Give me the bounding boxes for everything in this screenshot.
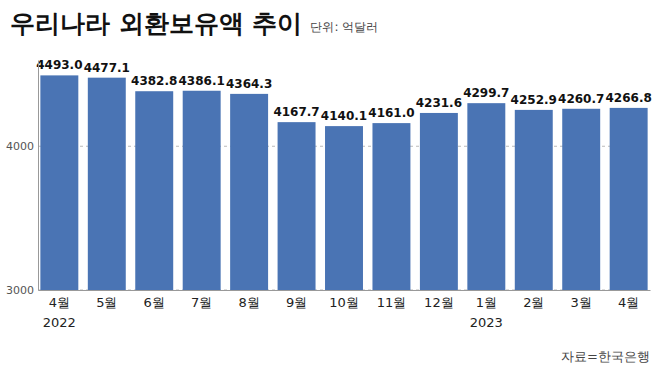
y-tick-label: 4000 xyxy=(6,140,34,153)
x-tick: 1월 2023 xyxy=(470,295,503,330)
x-tick-label: 4월 2022 xyxy=(43,295,76,330)
bar xyxy=(183,91,221,290)
x-tick-label: 10월 xyxy=(329,295,359,310)
data-label: 4382.8 xyxy=(131,74,177,88)
bar xyxy=(467,103,505,290)
x-tick-label: 9월 xyxy=(286,295,307,310)
source: 자료=한국은행 xyxy=(561,349,650,364)
data-label: 4364.3 xyxy=(226,77,272,91)
bar xyxy=(230,94,268,290)
subtitle: 단위: 억달러 xyxy=(310,20,378,34)
bar xyxy=(325,126,363,290)
x-tick-label-line: 2월 xyxy=(523,295,544,310)
bars xyxy=(40,75,647,290)
data-label: 4161.0 xyxy=(368,106,414,120)
x-tick-label: 8월 xyxy=(238,295,259,310)
x-tick-label-line: 7월 xyxy=(191,295,212,310)
title: 우리나라 외환보유액 추이 xyxy=(10,9,302,38)
x-tick-label-line: 12월 xyxy=(424,295,454,310)
data-label: 4140.1 xyxy=(321,109,367,123)
data-label: 4260.7 xyxy=(558,92,604,106)
data-label: 4167.7 xyxy=(273,105,319,119)
x-tick-label: 5월 xyxy=(96,295,117,310)
y-axis: 3000 4000 xyxy=(6,61,39,298)
x-tick: 6월 xyxy=(144,295,165,310)
data-label: 4386.1 xyxy=(179,74,225,88)
x-tick-label: 3월 xyxy=(571,295,592,310)
x-tick: 4월 2022 xyxy=(43,295,76,330)
x-tick-label-line: 11월 xyxy=(377,295,407,310)
x-tick-label: 12월 xyxy=(424,295,454,310)
bar xyxy=(515,110,553,290)
plot: 4493.04477.14382.84386.14364.34167.74140… xyxy=(6,58,652,329)
x-tick-label: 11월 xyxy=(377,295,407,310)
x-tick-label-line: 3월 xyxy=(571,295,592,310)
x-tick-label-line: 6월 xyxy=(144,295,165,310)
x-tick-label-line: 4월 xyxy=(618,295,639,310)
x-tick: 2월 xyxy=(523,295,544,310)
x-tick-label: 6월 xyxy=(144,295,165,310)
x-axis: 4월 2022 5월 6월 7월 8월 9월 10월 11월 12월 1월 2023 2월 3월 4월 xyxy=(39,291,651,330)
bar xyxy=(372,123,410,290)
data-label: 4266.8 xyxy=(605,91,651,105)
x-tick: 8월 xyxy=(238,295,259,310)
bar xyxy=(610,108,648,290)
data-label: 4477.1 xyxy=(84,61,130,75)
x-tick-label-line: 2023 xyxy=(470,315,503,330)
chart: 우리나라 외환보유액 추이단위: 억달러자료=한국은행4493.04477.14… xyxy=(0,0,658,369)
x-tick-label: 4월 xyxy=(618,295,639,310)
data-labels: 4493.04477.14382.84386.14364.34167.74140… xyxy=(36,58,652,123)
data-label: 4299.7 xyxy=(463,86,509,100)
bar xyxy=(562,109,600,290)
x-tick-label: 2월 xyxy=(523,295,544,310)
y-tick: 4000 xyxy=(6,140,38,153)
x-tick: 3월 xyxy=(571,295,592,310)
bar xyxy=(135,91,173,290)
data-label: 4231.6 xyxy=(416,96,462,110)
x-tick-label-line: 5월 xyxy=(96,295,117,310)
bar xyxy=(88,78,126,290)
x-tick: 11월 xyxy=(377,295,407,310)
bar xyxy=(278,122,316,290)
y-tick-label: 3000 xyxy=(6,284,34,297)
x-tick-label-line: 8월 xyxy=(238,295,259,310)
x-tick-label-line: 10월 xyxy=(329,295,359,310)
x-tick: 9월 xyxy=(286,295,307,310)
data-label: 4252.9 xyxy=(511,93,557,107)
bar xyxy=(40,75,78,290)
bar xyxy=(420,113,458,290)
x-tick-label-line: 9월 xyxy=(286,295,307,310)
y-axis-line xyxy=(38,61,39,291)
x-tick-label-line: 4월 xyxy=(49,295,70,310)
x-tick: 10월 xyxy=(329,295,359,310)
x-tick: 12월 xyxy=(424,295,454,310)
x-tick: 7월 xyxy=(191,295,212,310)
y-tick: 3000 xyxy=(6,284,38,297)
x-tick-label: 1월 2023 xyxy=(470,295,503,330)
x-tick: 4월 xyxy=(618,295,639,310)
x-tick: 5월 xyxy=(96,295,117,310)
x-tick-label: 7월 xyxy=(191,295,212,310)
data-label: 4493.0 xyxy=(36,58,82,72)
x-axis-line xyxy=(39,290,651,291)
x-tick-label-line: 1월 xyxy=(476,295,497,310)
x-tick-label-line: 2022 xyxy=(43,315,76,330)
